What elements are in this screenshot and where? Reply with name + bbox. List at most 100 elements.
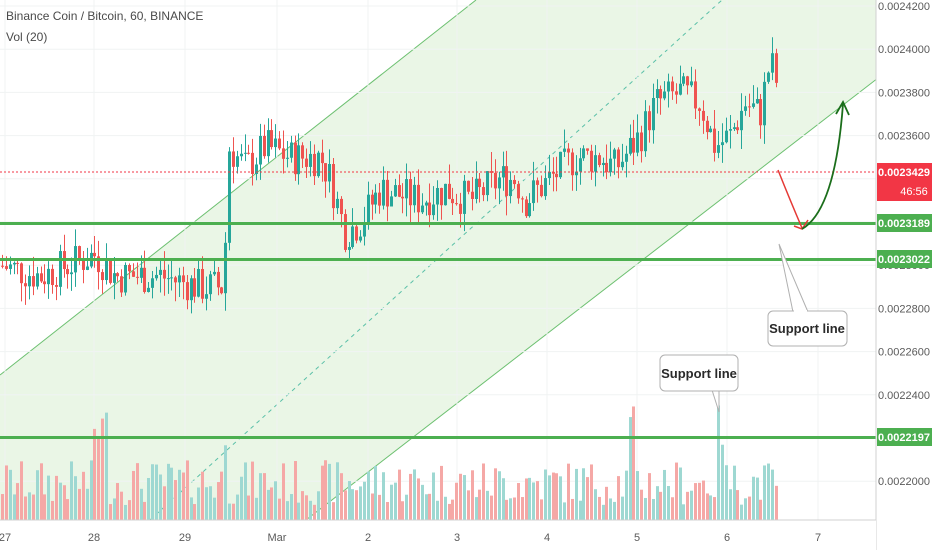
volume-bar — [640, 489, 643, 520]
level-value-1: 0.0023189 — [878, 218, 930, 230]
candle-body — [367, 194, 370, 223]
volume-bar — [444, 496, 447, 520]
time-axis[interactable] — [0, 520, 876, 550]
candle-body — [263, 135, 266, 157]
volume-bar — [648, 473, 651, 520]
level-badge-1: 0.0023189 — [877, 214, 932, 232]
volume-bar — [729, 489, 732, 520]
volume-bar — [105, 412, 108, 520]
candle-body — [359, 236, 362, 241]
volume-bar — [482, 463, 485, 520]
candle-body — [20, 263, 23, 284]
candle-body — [155, 274, 158, 279]
volume-bar — [147, 477, 150, 520]
support-line-callout-1[interactable]: Support line — [659, 354, 739, 413]
volume-bar — [116, 483, 119, 520]
candle-body — [197, 268, 200, 297]
candle-body — [232, 151, 235, 167]
volume-bar — [544, 469, 547, 520]
candle-body — [636, 132, 639, 153]
volume-bar — [209, 486, 212, 520]
candle-body — [605, 162, 608, 173]
candle-body — [294, 142, 297, 175]
candle-body — [771, 53, 774, 73]
volume-bar — [143, 501, 146, 520]
volume-bar — [47, 475, 50, 520]
volume-bar — [124, 504, 127, 520]
time-tick-label: 27 — [0, 532, 11, 544]
volume-bar — [113, 498, 116, 520]
volume-bar — [502, 478, 505, 520]
volume-bar — [486, 490, 489, 520]
volume-bar — [371, 493, 374, 520]
volume-bar — [190, 497, 193, 520]
volume-bar — [193, 504, 196, 520]
candle-body — [82, 258, 85, 270]
candle-body — [432, 204, 435, 216]
candle-body — [217, 271, 220, 288]
volume-bar — [255, 497, 258, 520]
volume-bar — [663, 469, 666, 520]
volume-bar — [536, 481, 539, 520]
volume-bar — [236, 494, 239, 520]
candle-body — [382, 179, 385, 206]
candle-body — [486, 171, 489, 196]
candle-body — [136, 276, 139, 278]
time-tick-label: 29 — [179, 532, 191, 544]
volume-bar — [517, 483, 520, 520]
candle-body — [182, 275, 185, 283]
volume-bar — [767, 463, 770, 520]
volume-bar — [617, 476, 620, 520]
candle-body — [667, 81, 670, 92]
candle-body — [733, 127, 736, 130]
volume-bar — [636, 471, 639, 520]
volume-bar — [498, 471, 501, 520]
volume-bar — [359, 486, 362, 520]
candle-body — [247, 152, 250, 154]
volume-bar — [478, 489, 481, 520]
volume-bar — [748, 496, 751, 520]
candle-body — [563, 148, 566, 152]
candle-body — [120, 276, 123, 293]
volume-bar — [267, 489, 270, 520]
candle-body — [313, 153, 316, 177]
candle-body — [525, 199, 528, 217]
candle-body — [579, 158, 582, 172]
candle-body — [55, 285, 58, 287]
volume-bar — [140, 488, 143, 520]
volume-bar — [28, 492, 31, 520]
candle-body — [717, 145, 720, 153]
candle-body — [748, 106, 751, 108]
candle-body — [374, 192, 377, 205]
volume-bar — [351, 489, 354, 520]
volume-bar — [659, 491, 662, 520]
volume-bar — [5, 465, 8, 520]
volume-bar — [182, 472, 185, 520]
candle-body — [709, 128, 712, 133]
time-tick-label: 7 — [815, 532, 821, 544]
volume-bar — [552, 472, 555, 520]
candle-body — [47, 268, 50, 285]
candle-body — [97, 256, 100, 273]
volume-bar — [602, 504, 605, 520]
volume-bar — [590, 464, 593, 520]
candle-body — [559, 151, 562, 178]
candle-body — [301, 145, 304, 159]
candle-body — [340, 198, 343, 215]
volume-bar — [70, 461, 73, 520]
volume-bar — [652, 498, 655, 520]
support-line-callout-2[interactable]: Support line — [767, 243, 848, 347]
level-value-2: 0.0023022 — [878, 254, 930, 266]
candle-body — [24, 283, 27, 287]
volume-bar — [706, 493, 709, 520]
candle-body — [405, 179, 408, 199]
volume-bar — [409, 473, 412, 520]
volume-bar — [563, 502, 566, 520]
volume-bar — [55, 475, 58, 520]
candle-body — [448, 183, 451, 199]
volume-bar — [155, 464, 158, 520]
candle-body — [598, 155, 601, 166]
candle-body — [78, 246, 81, 259]
volume-bar — [159, 474, 162, 520]
